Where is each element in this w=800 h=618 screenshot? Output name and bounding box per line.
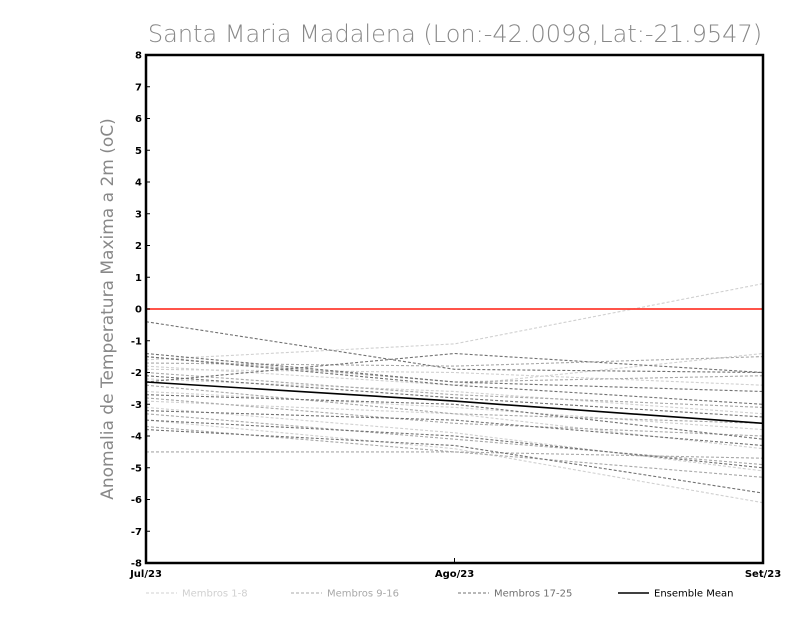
y-tick-label: -4: [131, 432, 142, 443]
y-axis-label: Anomalia de Temperatura Maxima a 2m (oC): [98, 118, 118, 500]
x-axis: Jul/23 Ago/23 Set/23: [129, 558, 781, 580]
member-line-8: [145, 368, 764, 386]
member-line-13: [145, 413, 764, 466]
plot-series: [145, 283, 764, 504]
y-tick-label: -1: [131, 336, 142, 347]
member-line-25: [145, 352, 764, 383]
member-line-15: [146, 451, 764, 459]
legend: Membros 1-8 Membros 9-16 Membros 17-25 Ense…: [146, 589, 733, 600]
member-line-10: [145, 371, 764, 408]
y-tick-label: 8: [135, 51, 142, 62]
member-line-17: [145, 321, 764, 374]
y-tick-label: -3: [131, 400, 142, 411]
y-tick-label: 7: [135, 82, 142, 93]
x-tick-label: Ago/23: [435, 569, 474, 580]
y-tick-label: 4: [135, 178, 142, 189]
x-tick-label: Set/23: [745, 569, 781, 580]
legend-label-ensemble-mean: Ensemble Mean: [654, 589, 733, 600]
chart-title: Santa Maria Madalena (Lon:-42.0098,Lat:-…: [148, 20, 762, 48]
ensemble-mean-line: [145, 381, 764, 425]
member-line-9: [145, 356, 764, 383]
member-line-6: [145, 406, 764, 472]
member-line-22: [145, 410, 764, 447]
member-line-21: [145, 394, 764, 440]
y-tick-label: 5: [135, 146, 142, 157]
y-axis: -8 -7 -6 -5 -4 -3 -2 -1 0 1 2 3 4 5 6 7 8: [131, 51, 150, 570]
member-line-2: [145, 352, 764, 386]
member-line-14: [145, 425, 764, 478]
y-tick-label: 2: [135, 241, 142, 252]
y-tick-label: 6: [135, 114, 142, 125]
member-line-11: [145, 384, 764, 424]
y-tick-label: -7: [131, 527, 142, 538]
y-tick-label: -5: [131, 463, 142, 474]
x-tick-label: Jul/23: [129, 569, 162, 580]
member-line-16: [145, 356, 764, 367]
y-tick-label: 1: [135, 273, 142, 284]
member-line-12: [145, 397, 764, 437]
member-line-4: [145, 390, 764, 431]
legend-label-membros-17-25: Membros 17-25: [494, 589, 572, 600]
member-line-24: [145, 429, 764, 494]
member-line-20: [145, 375, 764, 418]
legend-label-membros-9-16: Membros 9-16: [327, 589, 399, 600]
y-tick-label: -2: [131, 368, 142, 379]
member-line-23: [145, 419, 764, 469]
y-tick-label: -8: [131, 559, 142, 570]
y-tick-label: 3: [135, 209, 142, 220]
member-line-1: [145, 283, 764, 361]
y-tick-label: -6: [131, 495, 142, 506]
member-line-3: [145, 378, 764, 415]
legend-label-membros-1-8: Membros 1-8: [182, 589, 248, 600]
member-line-18: [145, 352, 764, 393]
member-line-19: [145, 356, 764, 405]
y-tick-label: 0: [135, 305, 142, 316]
